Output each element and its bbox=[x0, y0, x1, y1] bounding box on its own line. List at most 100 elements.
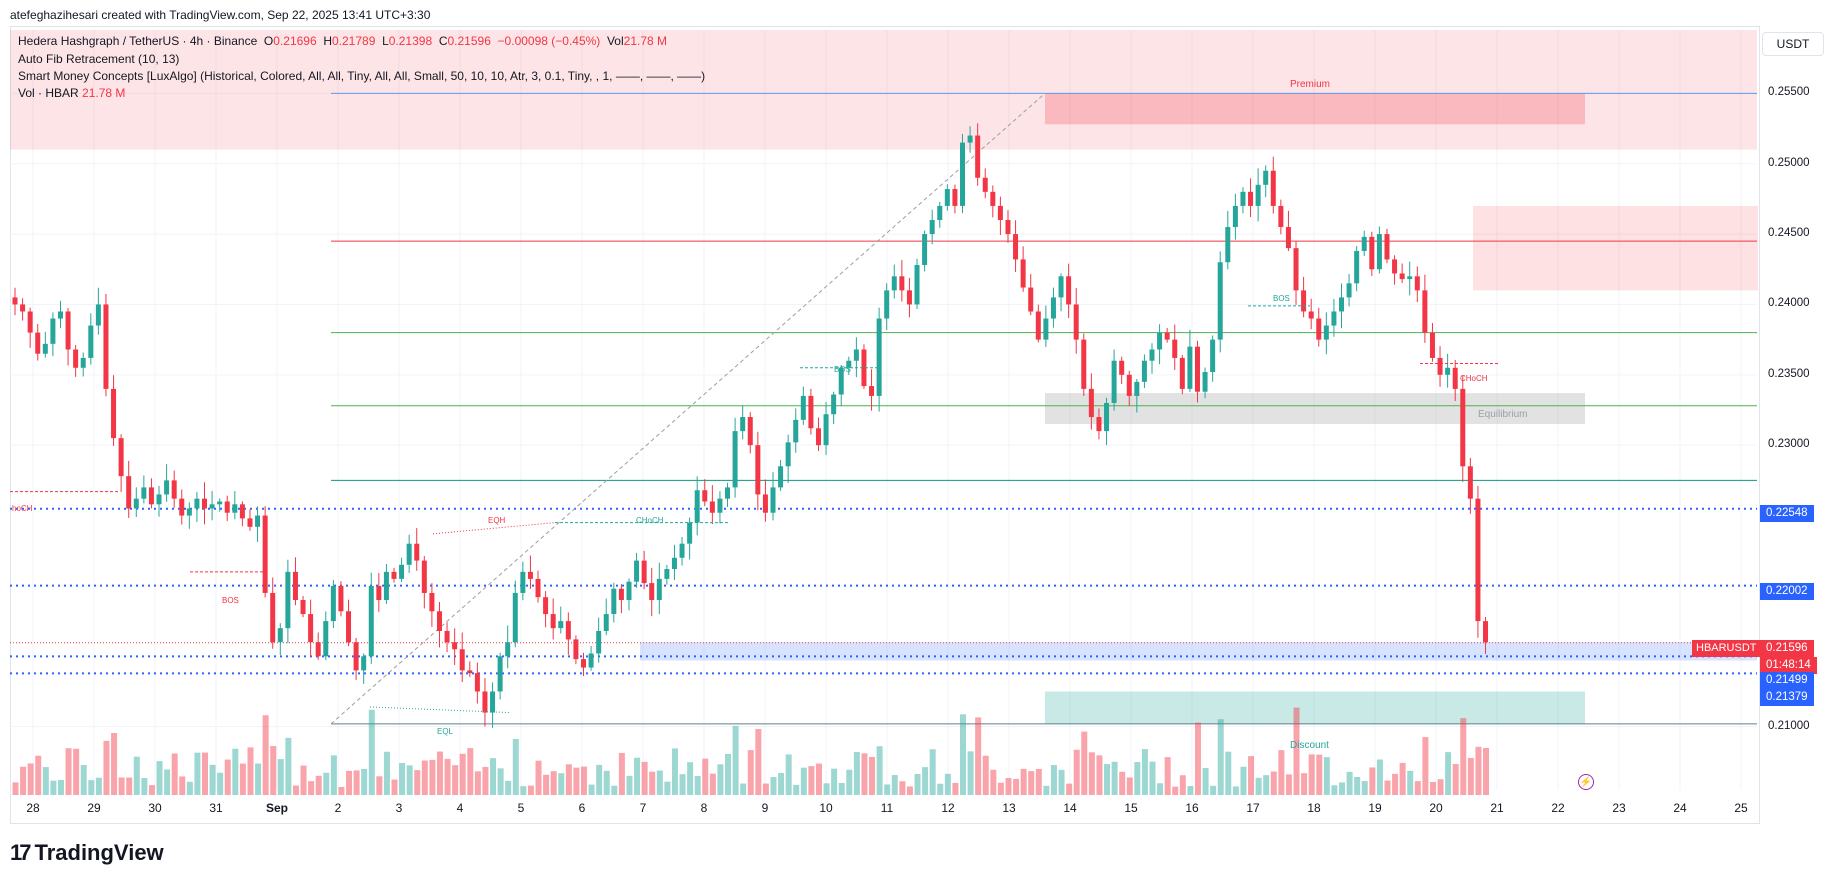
candle-body bbox=[990, 191, 996, 206]
volume-bar bbox=[429, 759, 436, 795]
smc-zones bbox=[10, 30, 1758, 724]
candle-body bbox=[444, 630, 450, 643]
chart-grid bbox=[10, 30, 1757, 790]
date-tick: 14 bbox=[1063, 801, 1077, 815]
volume-bar bbox=[1104, 764, 1111, 795]
volume-bar bbox=[1119, 771, 1126, 795]
candle-body bbox=[1164, 332, 1170, 340]
volume-bar bbox=[285, 737, 292, 795]
candle-body bbox=[103, 304, 109, 389]
candle-body bbox=[1157, 332, 1163, 350]
level-label-22548: 0.22548 bbox=[1760, 505, 1814, 522]
eqh-line bbox=[432, 522, 556, 535]
candle-body bbox=[785, 442, 791, 467]
volume-bar bbox=[1043, 785, 1050, 795]
level-label-21499: 0.21499 bbox=[1760, 672, 1814, 689]
volume-bar bbox=[581, 766, 587, 795]
volume-bar bbox=[490, 758, 497, 795]
volume-bar bbox=[815, 763, 822, 795]
candle-body bbox=[80, 357, 86, 368]
volume-bar bbox=[687, 762, 694, 795]
volume-bar bbox=[565, 764, 572, 795]
volume-bar bbox=[884, 784, 891, 795]
candle-body bbox=[285, 571, 291, 629]
candle-body bbox=[717, 498, 723, 513]
candle-body bbox=[1248, 191, 1254, 206]
volume-bar bbox=[368, 709, 375, 795]
candle-body bbox=[361, 656, 367, 671]
volume-bar bbox=[800, 767, 807, 795]
candle-body bbox=[414, 543, 420, 561]
date-tick: 31 bbox=[209, 801, 223, 815]
candle-body bbox=[57, 311, 63, 319]
volume-bar bbox=[35, 755, 42, 795]
date-tick: 29 bbox=[87, 801, 101, 815]
date-tick: 7 bbox=[639, 801, 647, 815]
volume-bar bbox=[535, 760, 542, 795]
volume-bar bbox=[1164, 757, 1171, 795]
level-label-21379: 0.21379 bbox=[1760, 689, 1814, 706]
currency-selector[interactable]: USDT bbox=[1762, 32, 1824, 56]
candle-body bbox=[474, 673, 480, 692]
volume-bar bbox=[626, 775, 633, 795]
volume-bar bbox=[543, 774, 550, 795]
date-tick: 23 bbox=[1612, 801, 1626, 815]
volume-bar bbox=[1111, 761, 1118, 795]
candle-body bbox=[1149, 349, 1155, 361]
indicator-fib[interactable]: Auto Fib Retracement (10, 13) bbox=[18, 52, 180, 66]
candle-body bbox=[1058, 276, 1064, 298]
volume-bar bbox=[315, 775, 322, 795]
ticker-label: HBARUSDT bbox=[1692, 640, 1761, 657]
candle-body bbox=[482, 691, 488, 713]
indicator-smc[interactable]: Smart Money Concepts [LuxAlgo] (Historic… bbox=[18, 69, 706, 83]
volume-bar bbox=[1028, 771, 1035, 795]
volume-bar bbox=[1013, 778, 1020, 795]
date-tick: 18 bbox=[1307, 801, 1321, 815]
volume-bar bbox=[861, 753, 868, 795]
volume-bar bbox=[1217, 719, 1224, 795]
candle-body bbox=[1202, 372, 1208, 392]
volume-bar bbox=[156, 761, 163, 795]
candle-body bbox=[1445, 367, 1451, 375]
candle-body bbox=[846, 360, 852, 368]
candle-body bbox=[831, 394, 837, 415]
volume-bar bbox=[740, 783, 747, 795]
candle-body bbox=[1187, 346, 1193, 389]
chart-frame[interactable] bbox=[10, 26, 1760, 824]
volume-bar bbox=[474, 771, 481, 795]
volume-bar bbox=[1339, 782, 1345, 795]
volume-bar bbox=[1384, 780, 1391, 795]
volume-bar bbox=[762, 783, 769, 795]
countdown-label: 01:48:14 bbox=[1760, 657, 1817, 674]
volume-bar bbox=[383, 751, 390, 795]
volume-bar bbox=[126, 777, 133, 795]
indicator-volume[interactable]: Vol · HBAR 21.78 M bbox=[18, 86, 126, 100]
choch-label: CHoCH bbox=[636, 516, 664, 525]
volume-bar bbox=[179, 776, 186, 795]
candle-body bbox=[490, 691, 496, 713]
candle-body bbox=[308, 614, 314, 643]
lightning-icon[interactable]: ⚡ bbox=[1578, 774, 1594, 790]
candle-body bbox=[1035, 311, 1041, 340]
date-tick: 17 bbox=[1246, 801, 1260, 815]
volume-bar bbox=[1354, 776, 1361, 795]
date-tick: 15 bbox=[1124, 801, 1138, 815]
volume-bar bbox=[497, 768, 504, 795]
candle-body bbox=[1005, 220, 1011, 235]
volume-bar bbox=[262, 715, 269, 795]
volume-bar bbox=[1263, 775, 1270, 795]
price-tick: 0.24000 bbox=[1768, 297, 1810, 310]
volume-bar bbox=[634, 757, 641, 795]
candle-body bbox=[1460, 388, 1466, 467]
candle-body bbox=[884, 290, 890, 319]
candle-body bbox=[793, 419, 799, 443]
candle-body bbox=[823, 414, 829, 446]
candle-body bbox=[171, 480, 177, 499]
volume-bar bbox=[914, 773, 921, 795]
discount-zone bbox=[1045, 691, 1585, 724]
volume-bar bbox=[960, 714, 966, 795]
candle-body bbox=[1240, 191, 1246, 206]
tradingview-logo[interactable]: 17 TradingView bbox=[10, 840, 164, 866]
candle-body bbox=[179, 498, 185, 516]
